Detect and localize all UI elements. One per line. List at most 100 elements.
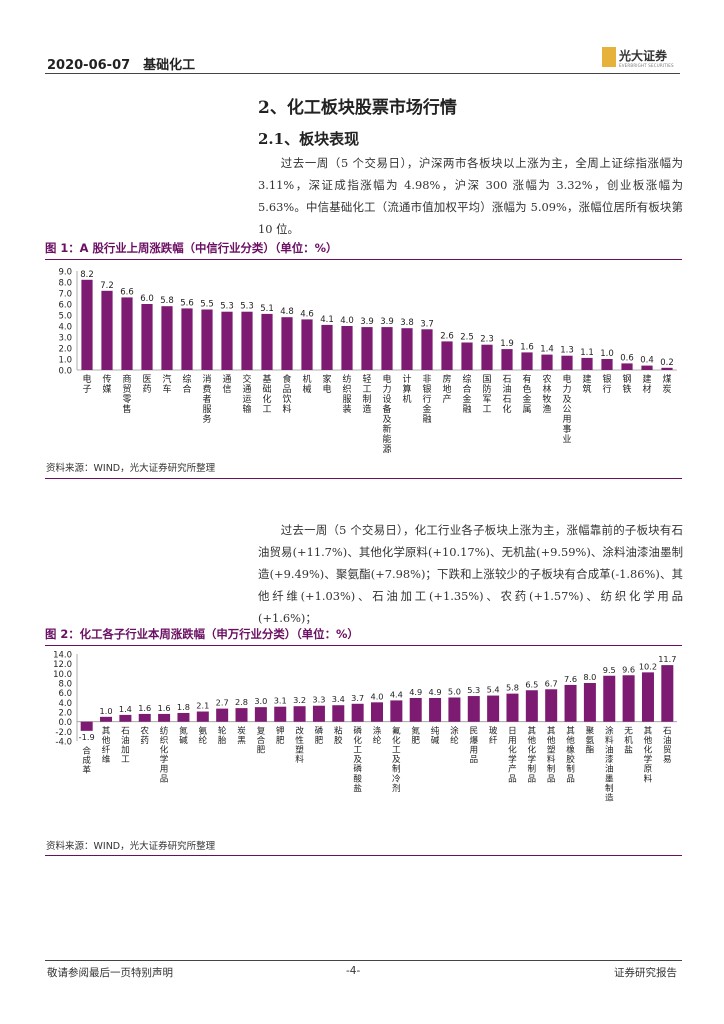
category-label: 石油加工 — [121, 726, 130, 765]
category-label: 汽车 — [162, 373, 171, 395]
category-label: 磷肥 — [315, 724, 324, 746]
figure-2-bottom-rule — [45, 855, 682, 856]
bar — [196, 711, 209, 722]
data-label: 3.3 — [312, 695, 325, 705]
data-label: 1.6 — [158, 703, 171, 713]
data-label: 5.5 — [200, 300, 214, 310]
data-label: 4.9 — [429, 687, 442, 697]
category-label: 钢铁 — [622, 373, 631, 395]
footer-page-number: -4- — [346, 965, 361, 977]
bar — [312, 705, 325, 722]
category-label: 涂料油漆油墨制造 — [605, 724, 614, 803]
data-label: 2.7 — [216, 698, 229, 708]
category-label: 传媒 — [102, 373, 111, 395]
category-label: 农林牧渔 — [542, 373, 551, 415]
category-label: 其他橡胶制品 — [566, 725, 575, 784]
figure-2-source: 资料来源：WIND，光大证券研究所整理 — [46, 841, 216, 852]
data-label: 8.2 — [80, 270, 94, 280]
bar — [581, 357, 593, 370]
data-label: 3.9 — [380, 317, 394, 327]
category-label: 氮肥 — [411, 724, 420, 746]
bar — [119, 714, 132, 722]
figure-2-title: 图 2：化工各子行业本周涨跌幅（申万行业分类）（单位：%） — [45, 626, 682, 646]
figure-2-chart: 14.012.010.08.06.04.02.00.0-2.0-4.0-1.9合… — [53, 651, 677, 803]
y-tick-label: 0.0 — [58, 718, 72, 728]
data-label: 4.0 — [370, 691, 383, 701]
y-tick-label: 4.0 — [58, 699, 72, 709]
data-label: 9.6 — [622, 664, 635, 674]
category-label: 综合金融 — [462, 373, 471, 415]
bar — [390, 700, 403, 722]
y-tick-label: 6.0 — [58, 301, 72, 311]
category-label: 医药 — [142, 374, 151, 395]
category-label: 石油石化 — [502, 375, 511, 415]
logo-mark-icon — [602, 47, 616, 67]
category-label: 消费者服务 — [202, 373, 211, 425]
footer-divider — [45, 960, 682, 961]
paragraph-text: 过去一周（5 个交易日），沪深两市各板块以上涨为主，全周上证综指涨幅为 3.11… — [258, 156, 683, 236]
category-label: 家电 — [322, 373, 331, 395]
data-label: 1.8 — [177, 702, 190, 712]
category-label: 银行 — [602, 373, 611, 395]
data-label: 5.1 — [260, 304, 274, 314]
data-label: 2.5 — [460, 333, 474, 343]
bar — [441, 341, 453, 370]
category-label: 聚氨酯 — [586, 725, 595, 755]
bar — [487, 695, 500, 722]
data-label: 5.8 — [506, 683, 519, 693]
category-label: 纺织化学用品 — [160, 724, 169, 784]
data-label: 5.0 — [448, 687, 461, 697]
bar — [545, 689, 558, 722]
category-label: 氨纶 — [199, 724, 208, 746]
category-label: 电力及公用事业 — [562, 373, 571, 445]
category-label: 纯碱 — [431, 724, 440, 746]
bar — [138, 713, 151, 722]
category-label: 煤炭 — [662, 373, 671, 395]
logo: 光大证券 EVERBRIGHT SECURITIES — [602, 47, 682, 71]
category-label: 国防军工 — [482, 374, 491, 415]
data-label: 4.8 — [280, 307, 294, 317]
data-label: 4.1 — [320, 315, 334, 325]
bar — [641, 672, 654, 722]
data-label: 6.0 — [140, 294, 154, 304]
bar — [421, 329, 433, 370]
paragraph-text: 过去一周（5 个交易日），化工行业各子板块上涨为主，涨幅靠前的子板块有石油贸易(… — [258, 523, 683, 625]
bar — [81, 279, 93, 370]
bar — [381, 327, 393, 370]
bar — [281, 317, 293, 370]
category-label: 氟化工及制冷剂 — [392, 725, 401, 794]
paragraph-subsector-summary: 过去一周（5 个交易日），化工行业各子板块上涨为主，涨幅靠前的子板块有石油贸易(… — [258, 519, 683, 629]
bar — [274, 706, 287, 722]
paragraph-market-summary: 过去一周（5 个交易日），沪深两市各板块以上涨为主，全周上证综指涨幅为 3.11… — [258, 152, 683, 240]
y-tick-label: 6.0 — [58, 689, 72, 699]
data-label: 7.2 — [100, 281, 114, 291]
figure-1-source: 资料来源：WIND，光大证券研究所整理 — [46, 463, 216, 474]
category-label: 农药 — [140, 724, 149, 746]
category-label: 商贸零售 — [122, 373, 131, 415]
category-label: 复合肥 — [257, 724, 266, 755]
y-tick-label: 2.0 — [58, 709, 72, 719]
bar — [181, 308, 193, 370]
bar — [141, 304, 153, 370]
data-label: 5.6 — [180, 298, 194, 308]
y-tick-label: 0.0 — [58, 367, 72, 377]
category-label: 氮碱 — [179, 724, 188, 746]
bar — [201, 309, 213, 370]
data-label: 3.9 — [360, 317, 374, 327]
bar — [525, 690, 538, 722]
category-label: 轮胎 — [218, 724, 227, 746]
category-label: 涂纶 — [450, 724, 459, 746]
data-label: 5.3 — [467, 685, 480, 695]
bar — [100, 716, 113, 722]
bar — [583, 683, 596, 722]
data-label: 3.8 — [400, 318, 414, 328]
data-label: 3.4 — [332, 694, 345, 704]
category-label: 计算机 — [402, 373, 411, 405]
bar — [341, 326, 353, 370]
footer-report-type: 证券研究报告 — [614, 967, 677, 979]
category-label: 建筑 — [582, 373, 591, 395]
data-label: 6.5 — [525, 679, 538, 689]
data-label: 0.4 — [640, 356, 654, 366]
bar — [254, 707, 267, 722]
y-tick-label: 3.0 — [58, 334, 72, 344]
